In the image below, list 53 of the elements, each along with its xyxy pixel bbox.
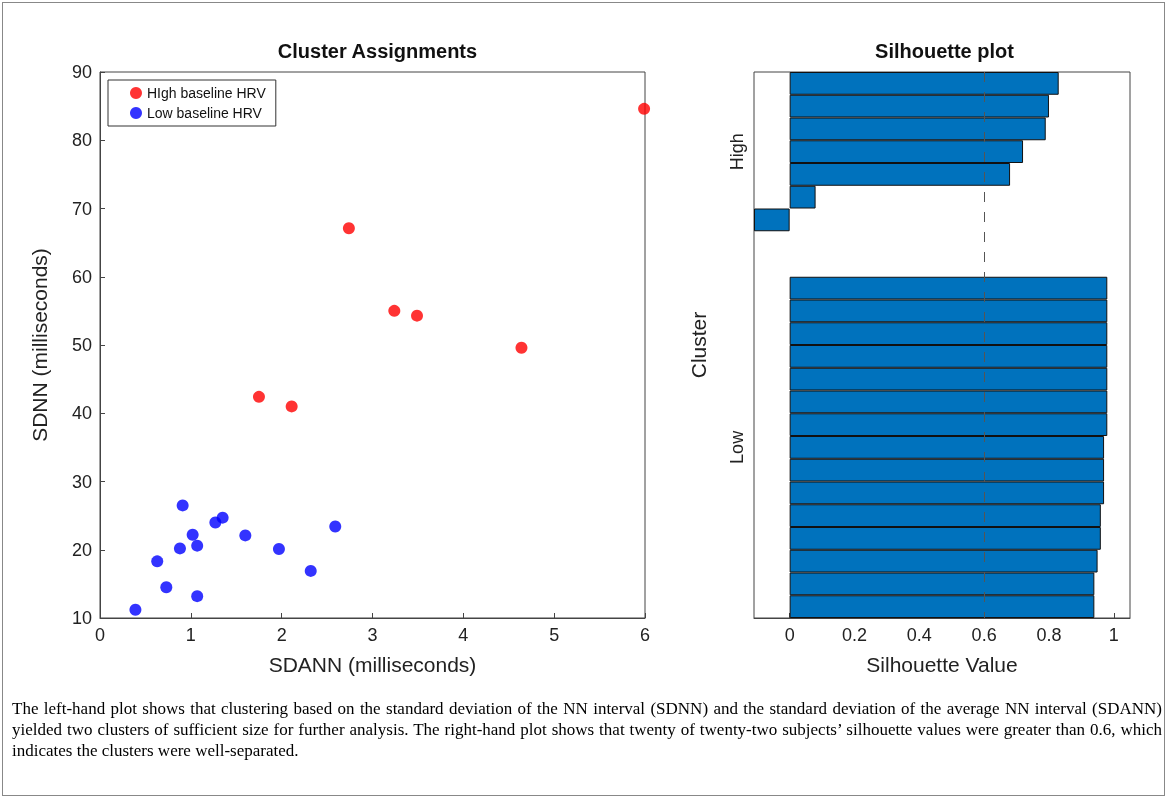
y-tick-label: 30 <box>71 471 92 492</box>
legend-label: Low baseline HRV <box>147 105 263 121</box>
x-tick-label: 6 <box>639 625 651 645</box>
point <box>173 542 186 555</box>
point <box>129 603 142 616</box>
x-tick-label: 0.6 <box>971 625 997 645</box>
y-tick-label: High <box>727 133 747 171</box>
x-tick-label: 0.2 <box>841 625 867 645</box>
point <box>176 499 189 512</box>
y-tick-label: 50 <box>71 335 92 355</box>
point <box>272 543 285 556</box>
point <box>151 555 164 568</box>
x-axis-title: SDANN (milliseconds) <box>268 653 477 676</box>
y-axis-title: SDNN (milliseconds) <box>28 248 51 442</box>
point <box>191 539 204 552</box>
point <box>304 564 317 577</box>
point <box>515 341 528 354</box>
point <box>239 529 252 542</box>
y-axis-title: Cluster <box>687 311 710 379</box>
x-tick-label: 0 <box>94 625 106 645</box>
text: The left-hand plot shows that clustering based on the standard deviation of the NN interval (SDNN) and the standard deviation of the average NN interval (SDANN) yielded two clusters of sufficient size for further analysis. The right-hand plot shows that twenty of twenty-two subjects’ silhouette values were greater than 0.6, which indicates the clusters were well-separated. <box>12 698 1162 761</box>
x-tick-label: 1 <box>185 625 196 645</box>
chart-title: Cluster Assignments <box>277 40 478 62</box>
x-tick-label: 3 <box>367 625 378 645</box>
x-tick-label: 0.8 <box>1036 625 1062 645</box>
x-tick-label: 5 <box>549 625 560 645</box>
y-tick-label: 60 <box>71 266 92 287</box>
y-tick-label: 70 <box>71 198 92 219</box>
point <box>411 309 424 322</box>
point <box>186 528 199 541</box>
x-tick-label: 0.4 <box>906 625 932 645</box>
y-tick-label: Low <box>727 429 747 464</box>
x-axis-title: Silhouette Value <box>866 653 1018 676</box>
point <box>342 222 355 235</box>
y-tick-label: 10 <box>71 608 92 628</box>
point <box>329 520 342 533</box>
point <box>216 511 229 524</box>
x-tick-label: 4 <box>458 625 469 645</box>
y-tick-label: 20 <box>71 539 92 560</box>
point <box>160 581 173 594</box>
x-tick-label: 0 <box>784 625 795 645</box>
x-tick-label: 1 <box>1108 625 1119 645</box>
y-tick-label: 90 <box>71 62 92 82</box>
x-tick-label: 2 <box>276 625 287 645</box>
legend-label: HIgh baseline HRV <box>147 85 267 101</box>
point <box>285 400 298 413</box>
point <box>388 304 401 317</box>
y-tick-label: 40 <box>71 403 92 424</box>
y-tick-label: 80 <box>71 130 92 151</box>
point <box>638 102 651 115</box>
chart-title: Silhouette plot <box>875 40 1015 62</box>
point <box>252 390 265 403</box>
point <box>191 590 204 603</box>
